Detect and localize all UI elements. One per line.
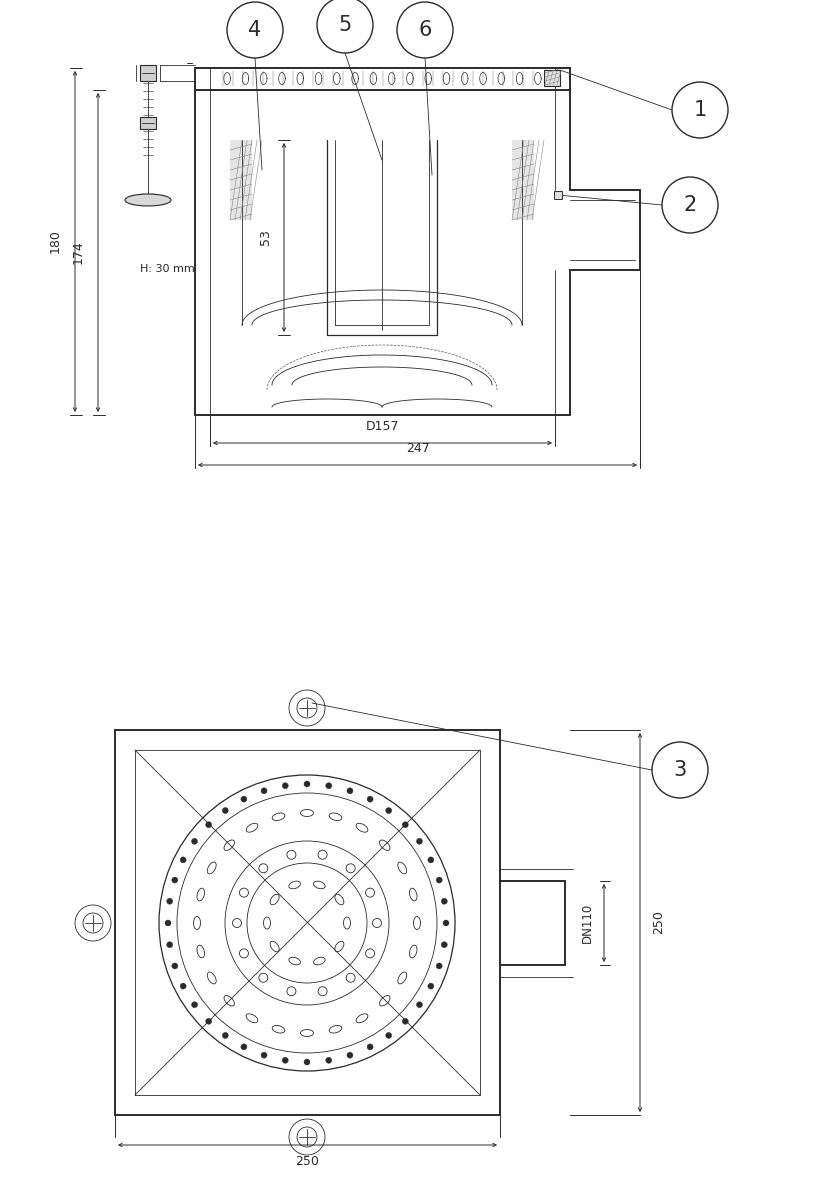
Circle shape [304,1058,310,1066]
Circle shape [417,839,423,845]
Circle shape [206,822,212,828]
Circle shape [282,782,289,788]
Circle shape [402,1019,409,1025]
Text: 247: 247 [405,442,429,455]
Circle shape [172,962,178,968]
Circle shape [180,983,186,989]
Text: DN110: DN110 [581,902,594,943]
Circle shape [304,781,310,787]
Circle shape [386,1032,392,1038]
Circle shape [417,1002,423,1008]
Text: D157: D157 [366,420,399,433]
Text: 5: 5 [339,14,352,35]
Circle shape [180,857,186,863]
Text: 6: 6 [418,20,432,40]
Circle shape [261,1052,267,1058]
Circle shape [192,839,197,845]
Circle shape [436,877,442,883]
Text: 250: 250 [652,911,665,935]
Circle shape [367,796,373,802]
Text: 180: 180 [49,229,62,253]
Circle shape [367,1044,373,1050]
Circle shape [172,877,178,883]
Circle shape [222,1032,229,1038]
Circle shape [436,962,442,968]
Text: 3: 3 [673,760,686,780]
Circle shape [326,1057,332,1063]
Circle shape [386,808,392,814]
Circle shape [222,808,229,814]
Text: 250: 250 [296,1154,320,1168]
Bar [544,70,560,86]
Bar [554,191,562,199]
Circle shape [347,788,353,794]
Circle shape [206,1019,212,1025]
Circle shape [241,796,247,802]
Bar [140,65,156,80]
Text: 53: 53 [259,229,272,246]
Text: H: 30 mm: H: 30 mm [140,264,195,274]
Circle shape [326,782,332,788]
Text: 4: 4 [248,20,261,40]
Circle shape [192,1002,197,1008]
Circle shape [241,1044,247,1050]
Circle shape [441,942,447,948]
Circle shape [165,920,171,926]
Text: 1: 1 [694,100,707,120]
Circle shape [402,822,409,828]
Circle shape [167,899,173,905]
Bar [140,116,156,128]
Circle shape [347,1052,353,1058]
Circle shape [282,1057,289,1063]
Circle shape [427,983,434,989]
Circle shape [443,920,449,926]
Bar [512,140,534,220]
Ellipse shape [125,194,171,206]
Text: 2: 2 [683,194,696,215]
Circle shape [441,899,447,905]
Bar [230,140,252,220]
Circle shape [167,942,173,948]
Text: 174: 174 [72,241,85,264]
Circle shape [261,788,267,794]
Circle shape [427,857,434,863]
